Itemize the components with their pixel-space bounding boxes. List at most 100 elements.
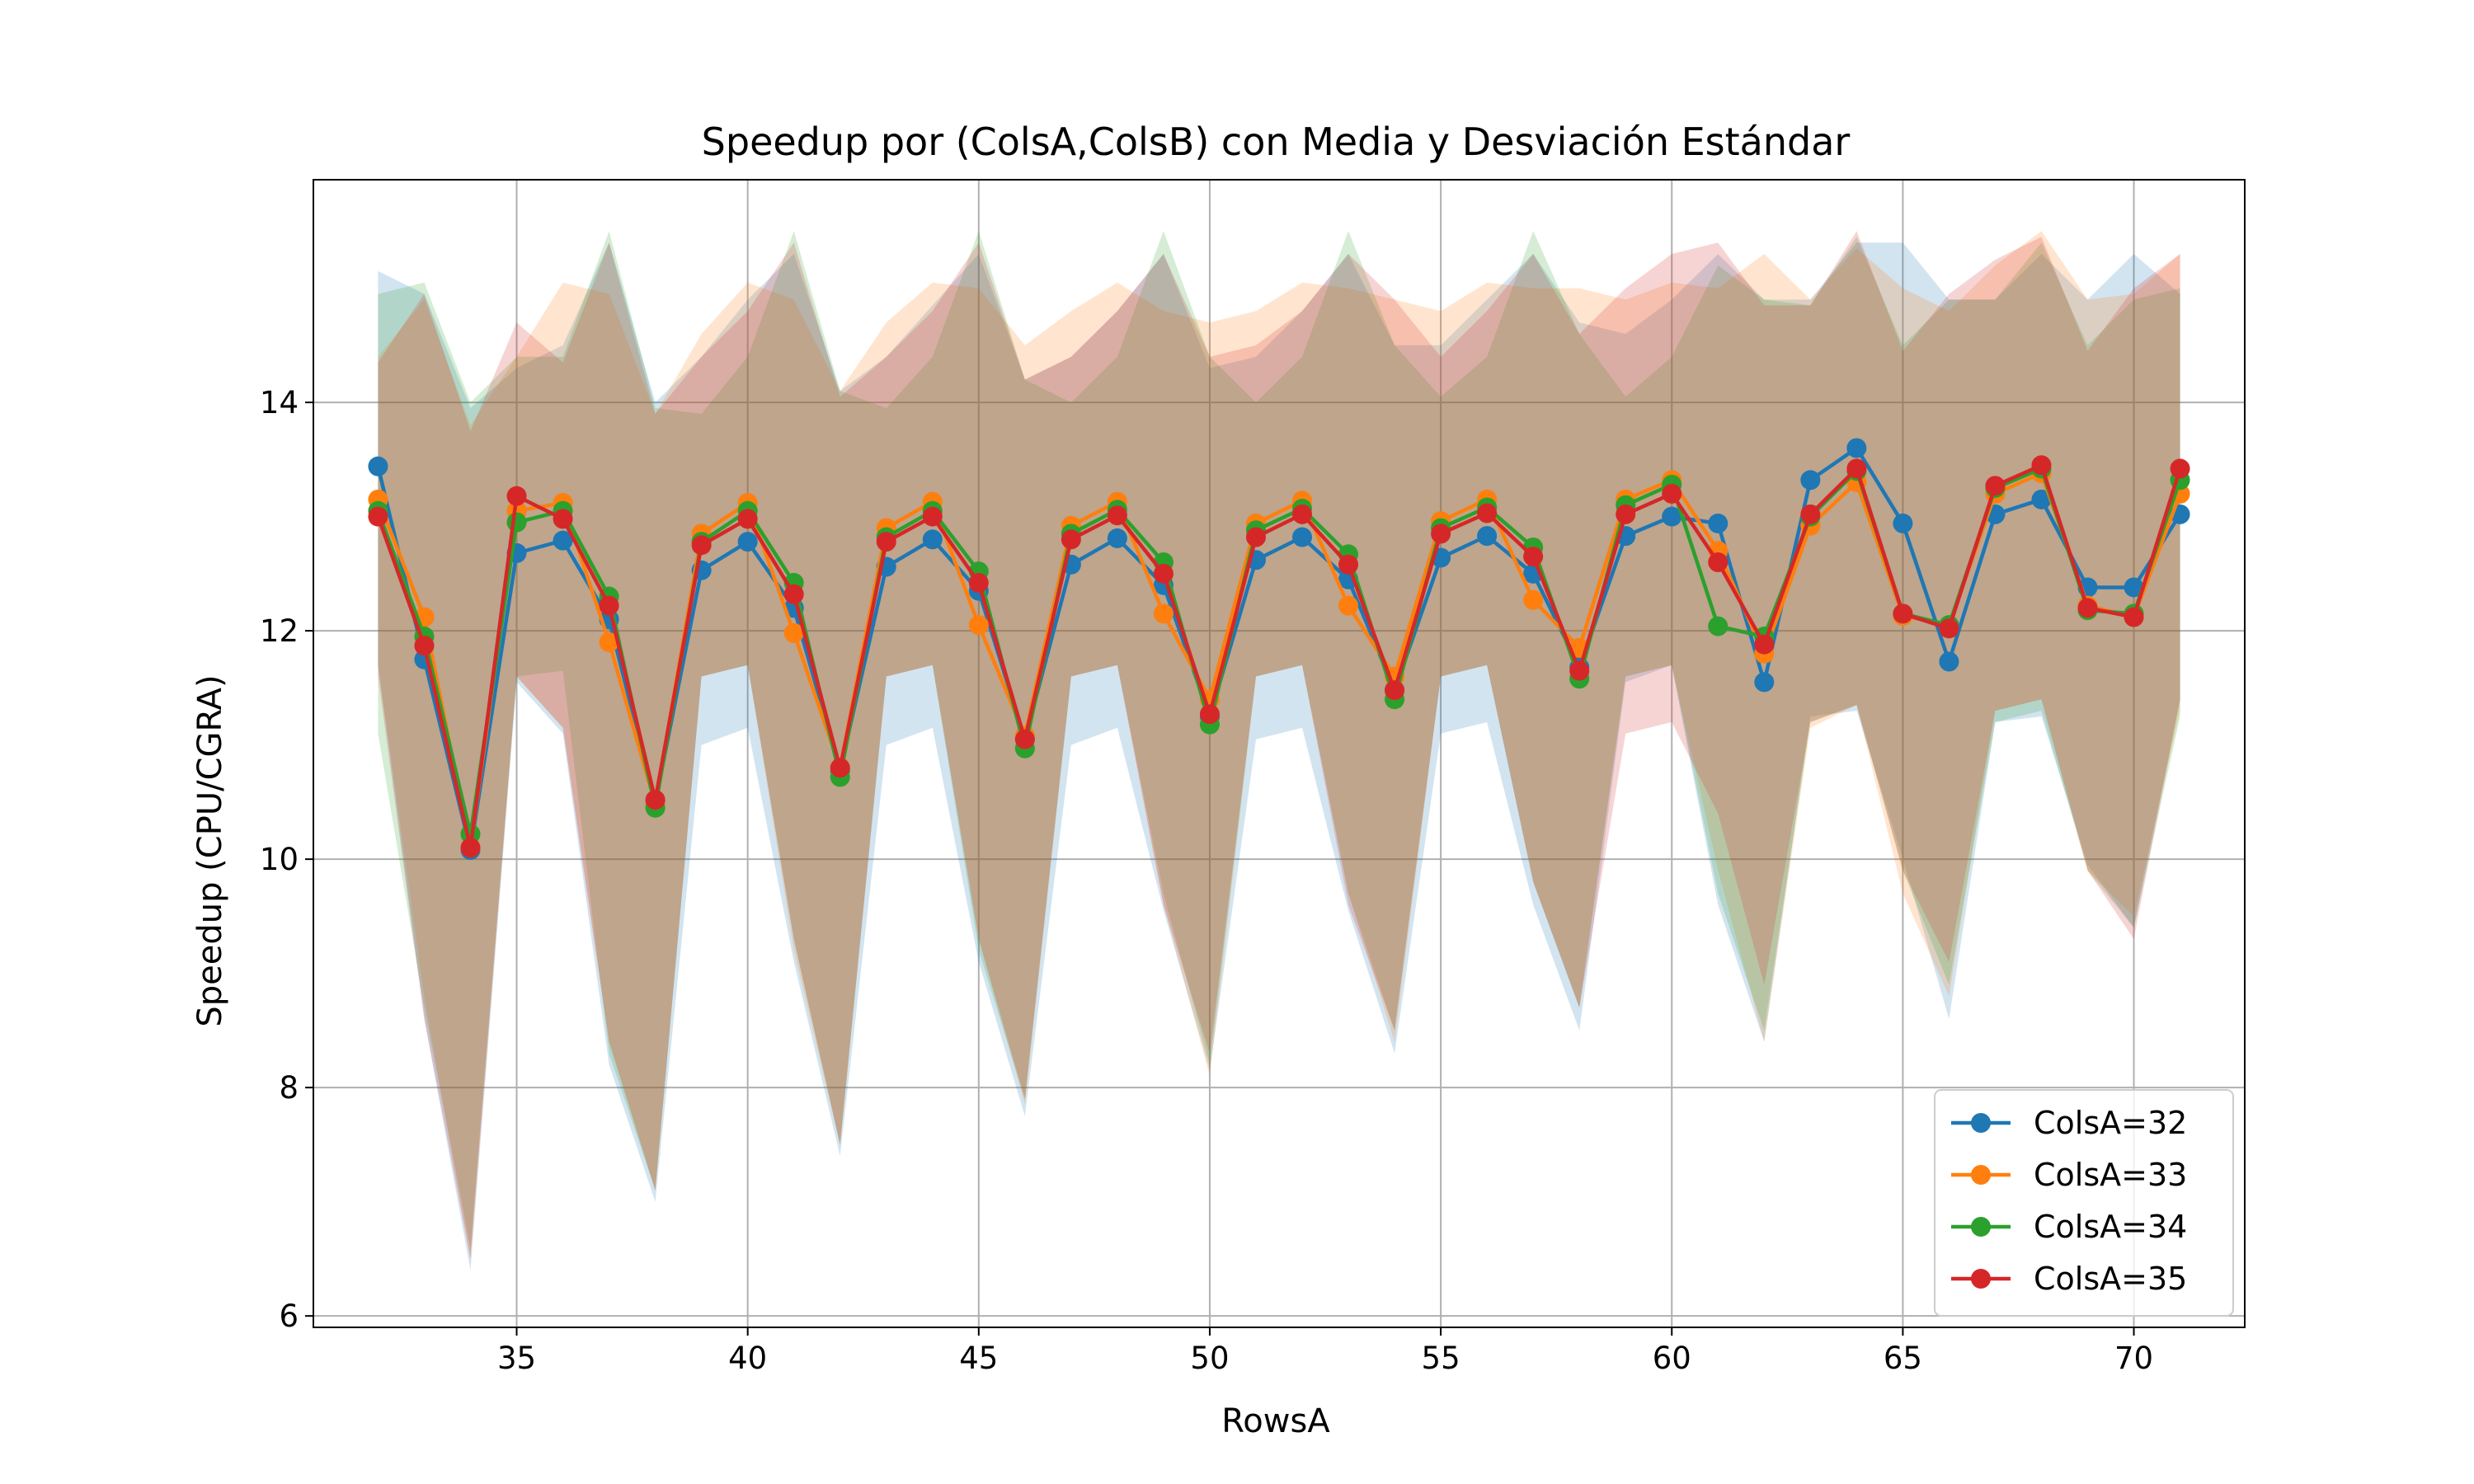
data-point-series-1 (2124, 577, 2144, 598)
data-point-series-1 (1292, 527, 1313, 547)
data-point-series-4 (645, 790, 666, 810)
data-point-series-3 (506, 512, 527, 533)
x-tick-label: 60 (1653, 1341, 1691, 1376)
legend-box (1934, 1089, 2234, 1317)
chart-title: Speedup por (ColsA,ColsB) con Media y De… (702, 120, 1851, 164)
legend-label: ColsA=34 (2034, 1209, 2187, 1245)
data-point-series-4 (1385, 680, 1405, 701)
data-point-series-4 (1061, 529, 1081, 550)
data-point-series-1 (1754, 672, 1775, 693)
x-tick-label: 50 (1190, 1341, 1229, 1376)
data-point-series-1 (737, 532, 758, 552)
y-tick-label: 8 (279, 1070, 299, 1106)
data-point-series-4 (599, 595, 619, 616)
data-point-series-4 (876, 532, 896, 552)
data-point-series-1 (2031, 489, 2052, 510)
data-point-series-4 (1523, 547, 1544, 567)
data-point-series-1 (1662, 506, 1682, 527)
grid-lines (313, 180, 2245, 1327)
y-tick-label: 6 (279, 1298, 299, 1334)
legend-label: ColsA=35 (2034, 1261, 2187, 1297)
data-point-series-4 (1985, 476, 2006, 496)
data-point-series-4 (922, 506, 943, 527)
legend-label: ColsA=32 (2034, 1105, 2187, 1141)
data-point-series-4 (1477, 503, 1498, 524)
data-point-series-1 (1107, 528, 1127, 548)
data-point-series-4 (691, 535, 712, 556)
std-bands (378, 231, 2180, 1270)
data-point-series-2 (599, 632, 619, 652)
data-point-series-1 (553, 530, 573, 551)
data-point-series-4 (368, 506, 388, 527)
data-point-series-4 (1107, 505, 1127, 526)
data-point-series-4 (1153, 563, 1174, 584)
data-point-series-3 (1708, 616, 1729, 636)
legend-label: ColsA=33 (2034, 1157, 2187, 1193)
mean-line-series-1 (376, 446, 2182, 852)
y-axis-ticks: 6 8 10 12 14 (260, 385, 313, 1334)
data-point-series-4 (1245, 527, 1266, 547)
data-point-series-2 (1338, 595, 1359, 616)
data-point-series-4 (1616, 504, 1636, 524)
data-point-series-2 (968, 615, 989, 636)
data-point-series-4 (1800, 504, 1821, 524)
data-point-series-1 (1939, 651, 1959, 672)
data-point-series-2 (783, 622, 804, 643)
plot-frame (313, 179, 2246, 1328)
mean-line-series-4 (376, 463, 2182, 850)
data-point-series-4 (1292, 504, 1313, 524)
x-tick-label: 45 (959, 1341, 998, 1376)
data-point-series-4 (1431, 524, 1451, 544)
data-point-series-4 (506, 486, 527, 506)
data-point-series-4 (1199, 704, 1220, 725)
data-point-series-4 (2077, 598, 2098, 618)
data-point-series-1 (368, 456, 388, 477)
x-tick-label: 65 (1884, 1341, 1922, 1376)
data-point-series-4 (1939, 618, 1959, 639)
data-point-series-4 (1338, 554, 1359, 575)
y-axis-label: Speedup (CPU/CGRA) (191, 674, 229, 1026)
legend-marker (1971, 1165, 1991, 1185)
data-point-series-1 (1893, 513, 1913, 533)
data-point-series-4 (968, 572, 989, 593)
data-point-series-4 (460, 838, 481, 858)
std-band-series-2 (378, 231, 2180, 1259)
std-band-series-4 (378, 231, 2180, 1259)
x-axis-ticks: 35 40 45 50 55 60 65 70 (497, 1327, 2153, 1376)
data-point-series-4 (1846, 458, 1867, 479)
x-axis-label: RowsA (1221, 1402, 1330, 1440)
data-point-series-4 (2170, 458, 2190, 479)
x-tick-label: 40 (728, 1341, 767, 1376)
y-tick-label: 10 (260, 842, 299, 877)
data-point-series-1 (1708, 513, 1729, 533)
data-point-series-4 (1708, 552, 1729, 572)
data-point-series-1 (1846, 438, 1867, 458)
data-point-series-4 (1893, 603, 1913, 624)
data-point-series-4 (2031, 455, 2052, 476)
data-point-series-4 (783, 584, 804, 604)
data-point-series-4 (830, 758, 850, 778)
x-tick-label: 70 (2114, 1341, 2153, 1376)
data-point-series-4 (2124, 607, 2144, 627)
data-point-series-4 (1569, 660, 1590, 681)
data-point-series-4 (737, 509, 758, 529)
data-point-series-1 (1477, 526, 1498, 547)
std-band-series-1 (378, 242, 2180, 1270)
x-tick-label: 55 (1422, 1341, 1460, 1376)
legend: ColsA=32 ColsA=33 ColsA=34 ColsA=35 (1934, 1089, 2234, 1317)
y-tick-label: 14 (260, 385, 299, 420)
data-point-series-1 (1800, 470, 1821, 491)
data-point-series-2 (1523, 589, 1544, 610)
data-point-series-4 (414, 636, 435, 656)
y-tick-label: 12 (260, 613, 299, 649)
legend-marker (1971, 1113, 1991, 1133)
data-point-series-4 (1662, 483, 1682, 504)
data-point-series-4 (1014, 729, 1035, 749)
legend-marker (1971, 1217, 1991, 1237)
data-point-series-4 (1754, 634, 1775, 655)
data-point-series-4 (553, 509, 573, 529)
mean-lines (368, 438, 2190, 861)
x-tick-label: 35 (497, 1341, 536, 1376)
std-band-series-3 (378, 231, 2180, 1247)
